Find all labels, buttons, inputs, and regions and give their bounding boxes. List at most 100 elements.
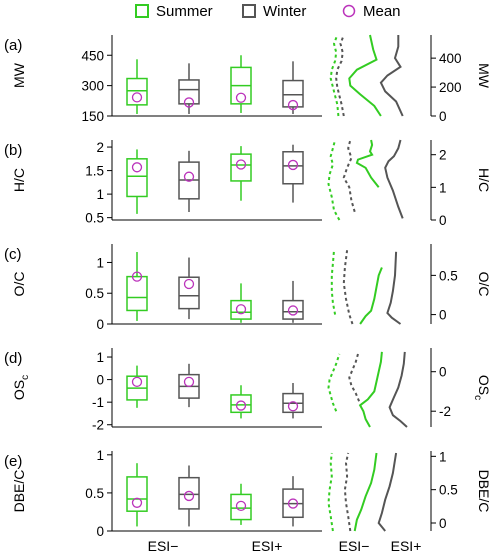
box-esi-minus-summer bbox=[126, 365, 148, 408]
y-label-right: OSc bbox=[472, 375, 492, 400]
box-mean-marker bbox=[131, 376, 143, 388]
right-tick-label: 400 bbox=[439, 51, 462, 66]
box-mean-marker bbox=[287, 498, 299, 509]
box-iqr bbox=[230, 299, 252, 320]
box-esi-minus-summer bbox=[126, 252, 148, 321]
box-esi-plus-winter bbox=[282, 280, 304, 323]
panel-a: (a) MW 150 300 450 0 200 400 MW bbox=[4, 34, 492, 124]
left-tick-label: 300 bbox=[81, 79, 104, 94]
y-label-left: DBE/C bbox=[11, 470, 27, 513]
left-tick-label: 1.5 bbox=[85, 164, 104, 179]
y-label-right: H/C bbox=[476, 168, 492, 192]
left-tick-label: 450 bbox=[81, 48, 104, 63]
box-esi-minus-winter bbox=[178, 150, 200, 212]
curve-esi-minus-summer bbox=[327, 139, 341, 221]
box-esi-plus-winter bbox=[282, 382, 304, 419]
right-tick-label: 2 bbox=[439, 148, 447, 163]
box-esi-plus-winter bbox=[282, 476, 304, 527]
left-tick-label: 0.5 bbox=[85, 286, 104, 301]
box-iqr bbox=[126, 77, 148, 106]
left-tick-label: 0.5 bbox=[85, 486, 104, 501]
box-mean-marker bbox=[287, 99, 299, 111]
box-esi-plus-winter bbox=[282, 144, 304, 203]
curve-esi-minus-summer bbox=[327, 353, 341, 412]
box-mean-marker bbox=[235, 500, 247, 512]
box-iqr bbox=[126, 476, 148, 512]
curve-esi-minus-summer bbox=[330, 250, 337, 315]
box-esi-plus-summer bbox=[230, 283, 252, 323]
box-mean-marker bbox=[235, 159, 247, 170]
box-esi-plus-winter bbox=[282, 61, 304, 114]
box-esi-minus-winter bbox=[178, 465, 200, 527]
x-label-right-1: ESI+ bbox=[391, 538, 422, 554]
x-axis-labels: ESI− ESI+ ESI− ESI+ bbox=[148, 538, 422, 554]
curve-esi-minus-winter bbox=[335, 34, 345, 117]
box-iqr bbox=[230, 394, 252, 414]
left-tick-label: 1 bbox=[96, 187, 104, 202]
box-iqr bbox=[178, 276, 200, 310]
y-label-left: H/C bbox=[11, 168, 27, 192]
x-label-right-0: ESI− bbox=[339, 538, 370, 554]
box-mean-marker bbox=[235, 304, 247, 315]
box-iqr bbox=[282, 151, 304, 185]
right-tick-label: -2 bbox=[439, 404, 451, 419]
box-mean-marker bbox=[131, 271, 143, 282]
box-esi-minus-summer bbox=[126, 463, 148, 527]
y-label-subscript: c bbox=[472, 395, 483, 400]
box-mean-marker bbox=[131, 162, 143, 173]
legend: Summer Winter Mean bbox=[135, 3, 401, 20]
box-esi-minus-summer bbox=[126, 149, 148, 214]
left-tick-label: 0.5 bbox=[85, 211, 104, 226]
left-tick-label: 1 bbox=[96, 350, 104, 365]
box-mean-marker bbox=[287, 401, 299, 412]
box-esi-plus-summer bbox=[230, 483, 252, 525]
curve-esi-minus-winter bbox=[342, 139, 356, 213]
curve-esi-plus-summer bbox=[355, 139, 380, 188]
left-tick-label: 0 bbox=[96, 317, 104, 332]
left-tick-label: 1 bbox=[96, 448, 104, 463]
panel-d: (d) OSc -2 -1 0 1 -2 0 OSc bbox=[4, 348, 492, 433]
panel-label: (e) bbox=[4, 453, 22, 470]
box-esi-plus-summer bbox=[230, 385, 252, 419]
curve-esi-plus-winter bbox=[386, 251, 402, 325]
legend-marker-mean bbox=[342, 4, 356, 18]
curve-esi-plus-summer bbox=[353, 452, 378, 532]
box-mean-marker bbox=[183, 171, 195, 182]
box-iqr bbox=[178, 476, 200, 510]
box-iqr bbox=[282, 299, 304, 320]
right-tick-label: 0 bbox=[439, 109, 447, 124]
box-mean-marker bbox=[131, 497, 143, 508]
box-mean-marker bbox=[287, 159, 299, 171]
box-iqr bbox=[178, 79, 200, 105]
right-tick-label: 0 bbox=[439, 516, 447, 531]
right-tick-label: 0 bbox=[439, 213, 447, 228]
right-tick-label: 0.5 bbox=[439, 268, 458, 283]
legend-marker-summer bbox=[135, 4, 149, 18]
curve-esi-plus-summer bbox=[359, 267, 383, 325]
box-mean-marker bbox=[183, 490, 195, 502]
curve-esi-plus-summer bbox=[348, 34, 382, 117]
box-esi-plus-summer bbox=[230, 146, 252, 201]
curve-esi-plus-winter bbox=[377, 452, 398, 532]
box-mean-marker bbox=[235, 92, 247, 103]
box-mean-marker bbox=[131, 92, 143, 103]
left-tick-label: -1 bbox=[92, 395, 104, 410]
curve-esi-plus-winter bbox=[388, 351, 408, 428]
box-iqr bbox=[282, 79, 304, 108]
panel-label: (a) bbox=[4, 37, 22, 54]
legend-marker-winter bbox=[242, 4, 256, 18]
box-mean-marker bbox=[183, 97, 195, 108]
panel-label: (d) bbox=[4, 350, 22, 367]
right-tick-label: 200 bbox=[439, 80, 462, 95]
box-iqr bbox=[230, 153, 252, 182]
curve-esi-plus-winter bbox=[379, 35, 404, 117]
curve-esi-minus-winter bbox=[343, 452, 352, 532]
right-tick-label: 0.5 bbox=[439, 483, 458, 498]
curve-esi-minus-winter bbox=[348, 353, 361, 402]
curve-esi-plus-winter bbox=[384, 139, 404, 219]
x-label-left-0: ESI− bbox=[148, 538, 179, 554]
y-label-left: OSc bbox=[11, 375, 31, 400]
left-tick-label: 2 bbox=[96, 140, 104, 155]
